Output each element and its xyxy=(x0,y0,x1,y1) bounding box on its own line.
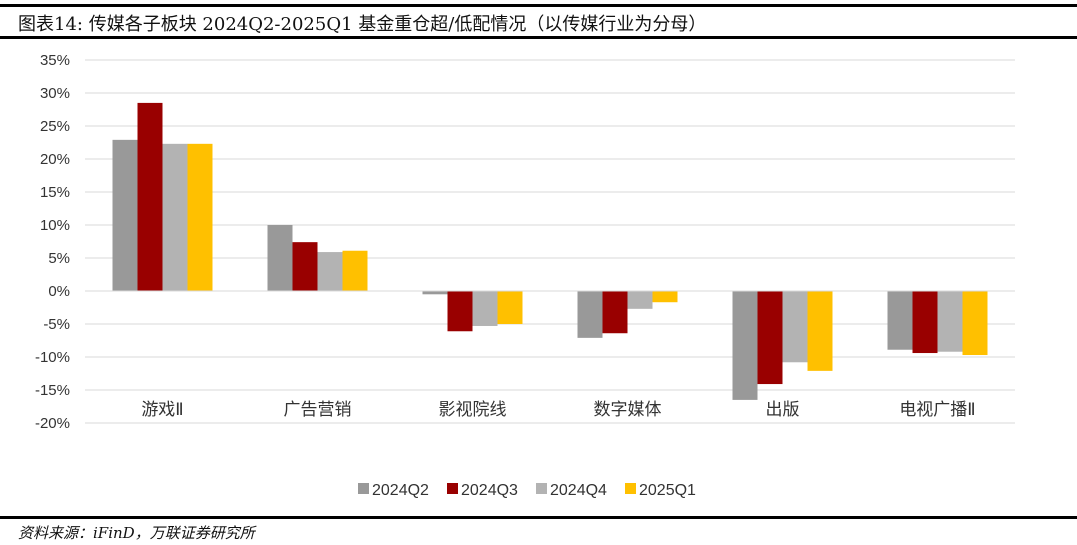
bar-2024Q4 xyxy=(937,291,963,352)
bar-2024Q4 xyxy=(782,291,808,363)
y-tick-label: -10% xyxy=(35,349,70,366)
y-tick-label: 15% xyxy=(40,184,70,201)
bar-2025Q1 xyxy=(497,291,523,324)
x-tick-label: 出版 xyxy=(766,400,800,419)
legend-label: 2024Q4 xyxy=(550,482,607,499)
bar-2024Q4 xyxy=(472,291,498,326)
y-tick-label: 0% xyxy=(48,283,70,300)
bar-2024Q3 xyxy=(447,291,473,332)
y-tick-label: 5% xyxy=(48,250,70,267)
title-rule xyxy=(0,36,1077,39)
bar-2024Q4 xyxy=(317,252,343,291)
y-tick-label: 25% xyxy=(40,118,70,135)
bar-2025Q1 xyxy=(652,291,678,303)
top-rule xyxy=(0,4,1077,7)
x-tick-label: 数字媒体 xyxy=(594,400,662,419)
bar-2025Q1 xyxy=(342,250,368,291)
bar-2024Q2 xyxy=(887,291,913,350)
y-tick-label: 20% xyxy=(40,151,70,168)
bar-2024Q4 xyxy=(162,143,188,291)
x-tick-label: 电视广播Ⅱ xyxy=(899,400,975,419)
legend-label: 2024Q2 xyxy=(372,482,429,499)
bar-2024Q3 xyxy=(912,291,938,354)
legend-swatch xyxy=(536,483,547,494)
bar-2024Q3 xyxy=(137,102,163,292)
bar-2024Q3 xyxy=(292,242,318,291)
y-tick-label: -5% xyxy=(43,316,70,333)
bar-2024Q2 xyxy=(732,291,758,400)
legend-label: 2024Q3 xyxy=(461,482,518,499)
bar-2024Q3 xyxy=(757,291,783,385)
bar-chart: 35% 30% 25% 20% 15% 10% 5% 0% -5% -10% -15% -20% 游戏Ⅱ… xyxy=(35,52,1015,499)
legend-swatch xyxy=(625,483,636,494)
bar-2025Q1 xyxy=(962,291,988,356)
bar-2024Q2 xyxy=(422,291,448,295)
legend-label: 2025Q1 xyxy=(639,482,696,499)
y-tick-label: 30% xyxy=(40,85,70,102)
x-tick-label: 广告营销 xyxy=(284,400,352,419)
x-tick-label: 影视院线 xyxy=(439,400,507,419)
chart-title: 图表14: 传媒各子板块 2024Q2-2025Q1 基金重仓超/低配情况（以传… xyxy=(18,14,707,35)
bar-2024Q3 xyxy=(602,291,628,334)
legend-swatch xyxy=(358,483,369,494)
y-tick-label: -15% xyxy=(35,382,70,399)
bar-2025Q1 xyxy=(187,143,213,291)
y-tick-label: 35% xyxy=(40,52,70,69)
bar-2024Q2 xyxy=(112,139,138,291)
bottom-rule xyxy=(0,516,1077,519)
x-tick-label: 游戏Ⅱ xyxy=(141,400,183,419)
bar-2024Q2 xyxy=(577,291,603,338)
bar-2024Q4 xyxy=(627,291,653,309)
source-note: 资料来源：iFinD，万联证券研究所 xyxy=(18,524,255,542)
legend-swatch xyxy=(447,483,458,494)
y-tick-label: -20% xyxy=(35,415,70,432)
bar-2024Q2 xyxy=(267,225,293,291)
y-tick-label: 10% xyxy=(40,217,70,234)
bar-2025Q1 xyxy=(807,291,833,371)
